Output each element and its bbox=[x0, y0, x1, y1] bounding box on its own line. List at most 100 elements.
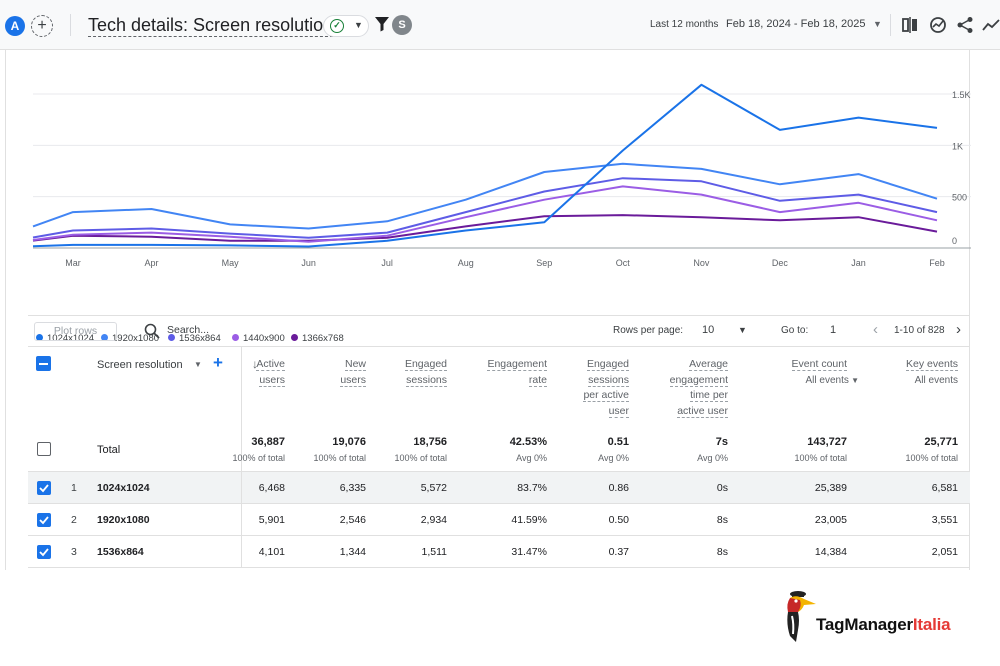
series-line-1024x1024[interactable] bbox=[32, 83, 938, 248]
total-subtext: 100% of total bbox=[394, 453, 447, 463]
legend-dot-icon bbox=[101, 334, 108, 341]
chevron-down-icon[interactable]: ▼ bbox=[848, 376, 859, 385]
goto-input[interactable]: 1 bbox=[830, 324, 837, 336]
row-index: 1 bbox=[71, 482, 77, 494]
cell-key-events: 6,581 bbox=[931, 482, 958, 494]
table-row[interactable]: 2 1920x1080 5,901 2,546 2,934 41.59% 0.50 8s 23,… bbox=[28, 503, 970, 536]
account-avatar[interactable]: A bbox=[5, 16, 25, 36]
legend-dot-icon bbox=[291, 334, 298, 341]
compare-icon[interactable] bbox=[901, 16, 919, 34]
rows-per-page-select[interactable]: 10 bbox=[702, 324, 715, 336]
divider bbox=[70, 14, 71, 36]
x-tick-label: Oct bbox=[616, 258, 631, 268]
column-header-active-users[interactable]: Active users bbox=[256, 358, 285, 387]
total-value: 36,887 bbox=[251, 436, 285, 448]
row-dimension: 1024x1024 bbox=[97, 482, 150, 494]
row-index: 3 bbox=[71, 546, 77, 558]
cell-new-users: 1,344 bbox=[339, 546, 366, 558]
total-subtext: Avg 0% bbox=[697, 453, 728, 463]
trend-icon[interactable] bbox=[982, 16, 1000, 34]
cell-event-count: 23,005 bbox=[814, 514, 847, 526]
add-comparison-button[interactable]: + bbox=[31, 15, 53, 37]
column-header-key-events[interactable]: Key events bbox=[906, 358, 958, 371]
segment-badge[interactable]: S bbox=[392, 15, 412, 35]
total-checkbox[interactable] bbox=[37, 442, 51, 456]
legend-item[interactable]: 1024x1024 bbox=[36, 333, 94, 344]
cell-active-users: 5,901 bbox=[258, 514, 285, 526]
date-range-value[interactable]: Feb 18, 2024 - Feb 18, 2025 bbox=[726, 18, 866, 30]
table-row[interactable]: 1 1024x1024 6,468 6,335 5,572 83.7% 0.86 0s 25,3… bbox=[28, 471, 970, 504]
legend-dot-icon bbox=[36, 334, 43, 341]
event-filter-select[interactable]: All events bbox=[914, 375, 958, 386]
share-icon[interactable] bbox=[956, 16, 974, 34]
cell-key-events: 2,051 bbox=[931, 546, 958, 558]
event-filter-select[interactable]: All events ▼ bbox=[805, 375, 860, 386]
total-value: 25,771 bbox=[924, 436, 958, 448]
page-title[interactable]: Tech details: Screen resolution bbox=[88, 15, 334, 37]
series-line-1920x1080[interactable] bbox=[32, 162, 938, 230]
x-tick-label: Dec bbox=[772, 258, 789, 268]
row-checkbox[interactable] bbox=[37, 513, 51, 527]
column-header-engaged-sessions-per-user[interactable]: Engaged sessions per active user bbox=[583, 358, 629, 418]
x-tick-label: Jun bbox=[301, 258, 316, 268]
total-value: 0.51 bbox=[607, 436, 629, 448]
legend-label: 1920x1080 bbox=[112, 333, 160, 344]
chevron-down-icon[interactable]: ▼ bbox=[873, 19, 882, 29]
column-header-event-count[interactable]: Event count bbox=[791, 358, 847, 371]
y-tick-label: 1.5K bbox=[952, 90, 971, 100]
legend-item[interactable]: 1366x768 bbox=[291, 333, 344, 344]
sort-descending-icon[interactable]: ↓ bbox=[252, 357, 258, 371]
cell-engagement-rate: 83.7% bbox=[517, 482, 547, 494]
filter-icon[interactable] bbox=[375, 16, 389, 32]
check-icon bbox=[39, 516, 49, 525]
legend-item[interactable]: 1440x900 bbox=[232, 333, 285, 344]
column-divider bbox=[241, 504, 242, 536]
plot-rows-button[interactable]: Plot rows bbox=[34, 322, 117, 341]
goto-label: Go to: bbox=[781, 325, 809, 336]
add-dimension-button[interactable]: + bbox=[213, 353, 223, 372]
cell-event-count: 25,389 bbox=[814, 482, 847, 494]
dimension-header[interactable]: Screen resolution bbox=[97, 359, 183, 371]
data-status-chip[interactable]: ✓ ▼ bbox=[323, 15, 369, 37]
x-tick-label: Apr bbox=[145, 258, 159, 268]
column-divider bbox=[241, 536, 242, 568]
line-chart: 1.5K 1K 500 0 Mar Apr May Jun Jul Aug Sep Oct Nov Dec… bbox=[32, 83, 971, 268]
cell-engaged-sessions: 5,572 bbox=[420, 482, 447, 494]
chevron-down-icon[interactable]: ▼ bbox=[738, 325, 747, 335]
column-divider bbox=[241, 472, 242, 504]
divider bbox=[28, 567, 970, 568]
report-header: A + Tech details: Screen resolution ✓ ▼ … bbox=[0, 0, 1000, 50]
chevron-right-icon[interactable]: › bbox=[956, 321, 961, 338]
legend-item[interactable]: 1536x864 bbox=[168, 333, 221, 344]
x-tick-label: Jul bbox=[381, 258, 393, 268]
check-icon bbox=[39, 548, 49, 557]
column-header-engaged-sessions[interactable]: Engaged sessions bbox=[404, 358, 447, 387]
cell-avg-engagement-time: 8s bbox=[716, 514, 728, 526]
table-header: Screen resolution ▼ + ↓ Active users New us… bbox=[28, 347, 970, 471]
column-header-engagement-rate[interactable]: Engagement rate bbox=[487, 358, 547, 387]
chevron-left-icon[interactable]: ‹ bbox=[873, 321, 878, 338]
table-toolbar: Plot rows Rows per page: 10 ▼ Go to: 1 ‹… bbox=[28, 315, 970, 347]
legend-item[interactable]: 1920x1080 bbox=[101, 333, 159, 344]
legend-dot-icon bbox=[168, 334, 175, 341]
insights-icon[interactable] bbox=[929, 16, 947, 34]
column-header-avg-engagement-time[interactable]: Average engagement time per active user bbox=[669, 358, 728, 418]
search-icon bbox=[144, 323, 160, 339]
series-line-1440x900[interactable] bbox=[32, 185, 938, 243]
search-input[interactable] bbox=[167, 324, 367, 336]
series-line-1366x768[interactable] bbox=[32, 214, 938, 242]
total-value: 18,756 bbox=[413, 436, 447, 448]
select-all-checkbox[interactable] bbox=[36, 356, 51, 371]
cell-engaged-sessions-per-user: 0.50 bbox=[608, 514, 629, 526]
chevron-down-icon[interactable]: ▼ bbox=[194, 360, 202, 369]
row-checkbox[interactable] bbox=[37, 481, 51, 495]
row-checkbox[interactable] bbox=[37, 545, 51, 559]
date-range-label[interactable]: Last 12 months bbox=[650, 19, 719, 30]
cell-engagement-rate: 31.47% bbox=[511, 546, 547, 558]
series-line-1536x864[interactable] bbox=[32, 177, 938, 239]
column-header-new-users[interactable]: New users bbox=[340, 358, 366, 387]
table-row[interactable]: 3 1536x864 4,101 1,344 1,511 31.47% 0.37 8s 14,3… bbox=[28, 535, 970, 568]
total-value: 42.53% bbox=[509, 436, 547, 448]
x-tick-label: Feb bbox=[929, 258, 945, 268]
x-tick-label: Mar bbox=[65, 258, 81, 268]
